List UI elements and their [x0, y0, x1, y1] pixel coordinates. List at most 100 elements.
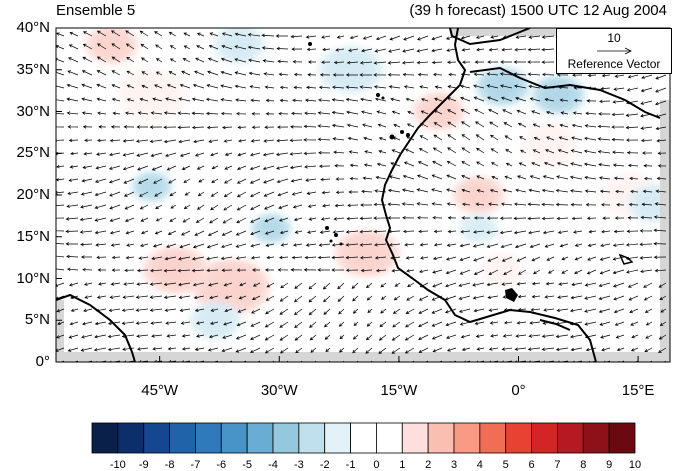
wind-arrow [445, 269, 457, 275]
colorbar-label: 8 [580, 459, 587, 471]
wind-arrow [123, 125, 135, 129]
wind-arrow [460, 35, 471, 40]
wind-arrow [488, 308, 499, 312]
wind-arrow [262, 152, 275, 157]
wind-arrow [56, 230, 65, 232]
wind-arrow [474, 321, 485, 326]
wind-arrow [532, 149, 541, 154]
wind-arrow [601, 229, 611, 234]
wind-arrow [447, 134, 457, 141]
wind-arrow [346, 123, 359, 128]
wind-arrow [387, 61, 401, 65]
wind-arrow [569, 175, 583, 180]
wind-arrow [583, 162, 597, 167]
wind-arrow [304, 165, 317, 169]
wind-arrow [642, 151, 653, 155]
wind-arrow [502, 109, 513, 115]
plot-title-right: (39 h forecast) 1500 UTC 12 Aug 2004 [409, 2, 667, 19]
wind-arrow [318, 151, 331, 155]
wind-arrow [180, 230, 191, 236]
wind-arrow [169, 45, 177, 50]
colorbar-label: -6 [216, 459, 227, 471]
wind-arrow [155, 217, 163, 222]
wind-arrow [645, 334, 653, 339]
wind-arrow [140, 217, 149, 222]
wind-arrow [107, 321, 121, 326]
negative-anomaly-7-level-2 [250, 214, 292, 243]
wind-arrow [320, 217, 331, 221]
wind-arrow [418, 347, 429, 353]
wind-arrow [207, 57, 219, 63]
wind-arrow [252, 268, 261, 272]
wind-arrow [250, 217, 261, 223]
wind-arrow [250, 334, 261, 340]
wind-arrow [250, 243, 261, 248]
wind-arrow [659, 321, 667, 326]
wind-arrow [164, 256, 177, 261]
wind-arrow [391, 334, 401, 341]
wind-arrow [80, 347, 93, 352]
wind-arrow [416, 174, 429, 180]
wind-arrow [586, 99, 597, 103]
wind-arrow [181, 334, 191, 338]
wind-arrow [514, 347, 527, 351]
wind-arrow [489, 321, 499, 325]
wind-arrow [324, 334, 331, 340]
wind-arrow [573, 86, 583, 90]
wind-arrow [304, 98, 317, 103]
islands [308, 42, 634, 302]
wind-arrow [234, 71, 247, 76]
wind-arrow [191, 125, 205, 130]
wind-arrow [149, 139, 163, 144]
wind-arrow [402, 229, 415, 234]
wind-arrow [107, 347, 121, 352]
wind-arrow [309, 334, 317, 341]
wind-arrow [194, 70, 205, 76]
colorbar-label: 0 [373, 459, 380, 471]
wind-arrow [351, 282, 359, 289]
wind-arrow [150, 321, 163, 325]
wind-arrow [224, 152, 233, 156]
wind-arrow [292, 60, 303, 64]
wind-arrow [367, 308, 373, 313]
wind-arrow [627, 74, 639, 79]
wind-arrow [611, 112, 625, 117]
wind-arrow [293, 243, 303, 247]
wind-arrow [248, 71, 261, 76]
wind-arrow [205, 97, 219, 102]
wind-arrow [486, 282, 499, 287]
wind-arrow [559, 243, 569, 248]
wind-arrow [599, 256, 611, 261]
wind-arrow [150, 268, 163, 273]
wind-arrow [138, 256, 149, 260]
wind-arrow [235, 256, 247, 260]
wind-arrow [359, 255, 373, 260]
wind-arrow [432, 147, 443, 154]
wind-arrow [527, 347, 541, 351]
wind-arrow [249, 178, 261, 184]
wind-arrow [489, 121, 499, 128]
wind-arrow [93, 347, 107, 352]
wind-arrow [248, 58, 261, 63]
wind-arrow [338, 308, 345, 315]
wind-arrow [141, 84, 149, 89]
wind-arrow [625, 125, 639, 130]
wind-arrow [390, 97, 401, 102]
wind-arrow [264, 125, 275, 129]
wind-arrow [238, 295, 247, 300]
wind-arrow [558, 85, 569, 90]
wind-arrow [66, 83, 79, 89]
wind-arrow [419, 242, 429, 247]
wind-arrow [335, 190, 345, 195]
wind-arrow [571, 123, 583, 128]
wind-arrow [352, 347, 359, 354]
wind-arrow [83, 31, 93, 37]
wind-arrow [178, 295, 191, 300]
wind-arrow [108, 165, 121, 170]
wind-arrow [473, 308, 485, 313]
wind-arrow [433, 134, 443, 141]
wind-arrow [224, 165, 233, 170]
wind-arrow [488, 202, 499, 206]
wind-arrow [502, 295, 513, 299]
wind-arrow [431, 35, 443, 41]
